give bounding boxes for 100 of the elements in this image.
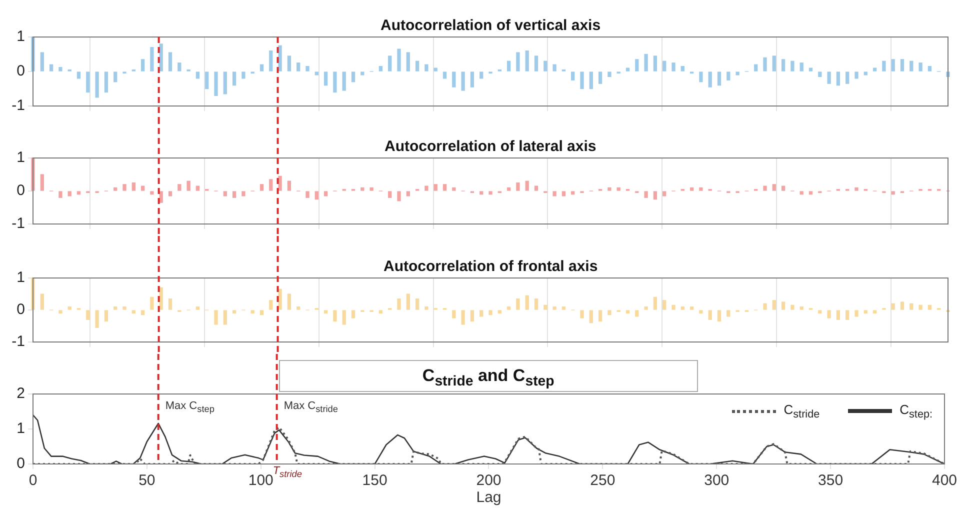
bar — [260, 184, 264, 191]
ref-line-label: Max C$_{stride}$ — [284, 400, 338, 414]
bar — [662, 191, 666, 196]
bar — [616, 187, 620, 191]
bar — [662, 300, 666, 310]
bar — [653, 191, 658, 200]
bar — [891, 303, 895, 310]
bar — [214, 310, 218, 325]
bar — [763, 303, 767, 310]
bar — [178, 62, 182, 72]
bar — [846, 72, 850, 84]
bar — [910, 303, 914, 310]
bar — [516, 52, 520, 72]
bar — [168, 191, 172, 196]
bar — [854, 310, 858, 317]
bar — [598, 72, 602, 84]
bar — [626, 68, 630, 72]
bar — [589, 72, 593, 90]
bar — [287, 294, 292, 310]
bar — [296, 306, 300, 310]
bar — [480, 191, 484, 195]
bar — [150, 191, 154, 195]
bar — [872, 68, 877, 72]
bar — [928, 304, 932, 310]
bar — [415, 60, 420, 72]
bar — [86, 310, 90, 320]
bar — [461, 72, 465, 91]
bar — [506, 306, 511, 310]
bar — [827, 72, 831, 84]
legend-label: C$_{stride}$ — [784, 402, 820, 421]
bar — [608, 310, 612, 316]
bar — [333, 72, 337, 93]
bar — [506, 187, 511, 191]
bar — [260, 310, 264, 316]
bar — [717, 310, 722, 322]
y-tick-label: 1 — [16, 149, 25, 166]
bar — [800, 191, 804, 195]
bar — [287, 180, 292, 191]
bar — [68, 306, 72, 310]
bar — [772, 56, 776, 72]
bar — [150, 296, 154, 310]
bar — [232, 191, 236, 198]
bar — [324, 310, 328, 314]
bar — [580, 310, 584, 318]
x-tick-label: 150 — [362, 472, 388, 490]
bar — [790, 304, 794, 310]
bar — [196, 72, 200, 79]
bar — [900, 59, 904, 72]
bar — [891, 191, 895, 195]
bar — [442, 184, 447, 191]
bar — [140, 310, 145, 316]
chart-title: Autocorrelation of vertical axis — [380, 17, 601, 34]
bar — [397, 191, 401, 202]
bar — [644, 306, 648, 310]
bar — [140, 59, 145, 72]
bar — [314, 191, 318, 200]
bar — [242, 72, 246, 79]
y-tick-label: 0 — [16, 455, 25, 472]
bar — [205, 72, 209, 90]
bar — [598, 310, 602, 322]
bar — [388, 191, 392, 198]
bar — [95, 72, 99, 98]
bar — [406, 191, 410, 196]
bar — [562, 306, 566, 310]
bar — [76, 72, 81, 79]
bar — [571, 72, 575, 80]
bar — [690, 187, 694, 191]
bar — [699, 310, 703, 314]
bar — [68, 191, 72, 196]
bar — [434, 68, 438, 72]
bar — [351, 72, 356, 82]
bar — [644, 191, 648, 198]
x-tick-label: 300 — [704, 472, 730, 490]
y-tick-label: 2 — [16, 385, 25, 402]
bar — [626, 310, 630, 314]
bar — [534, 298, 538, 310]
bar — [808, 68, 813, 72]
bar — [726, 72, 730, 80]
bar — [653, 56, 658, 72]
bar — [378, 66, 383, 72]
bar — [424, 64, 428, 72]
bar — [250, 310, 254, 314]
y-tick-label: -1 — [12, 97, 25, 114]
bar — [635, 310, 639, 317]
bar — [186, 180, 190, 191]
bar — [808, 191, 813, 195]
bar — [232, 72, 236, 86]
bar — [168, 52, 172, 72]
x-tick-label: 200 — [476, 472, 502, 490]
bar — [296, 62, 300, 72]
bar — [918, 62, 922, 72]
bar — [360, 187, 364, 191]
bar — [781, 186, 786, 191]
bar — [772, 300, 776, 310]
bar — [726, 310, 730, 317]
bar — [470, 72, 474, 88]
bar — [196, 306, 200, 310]
bar — [763, 186, 767, 191]
bar — [635, 59, 639, 72]
bar — [525, 180, 529, 191]
